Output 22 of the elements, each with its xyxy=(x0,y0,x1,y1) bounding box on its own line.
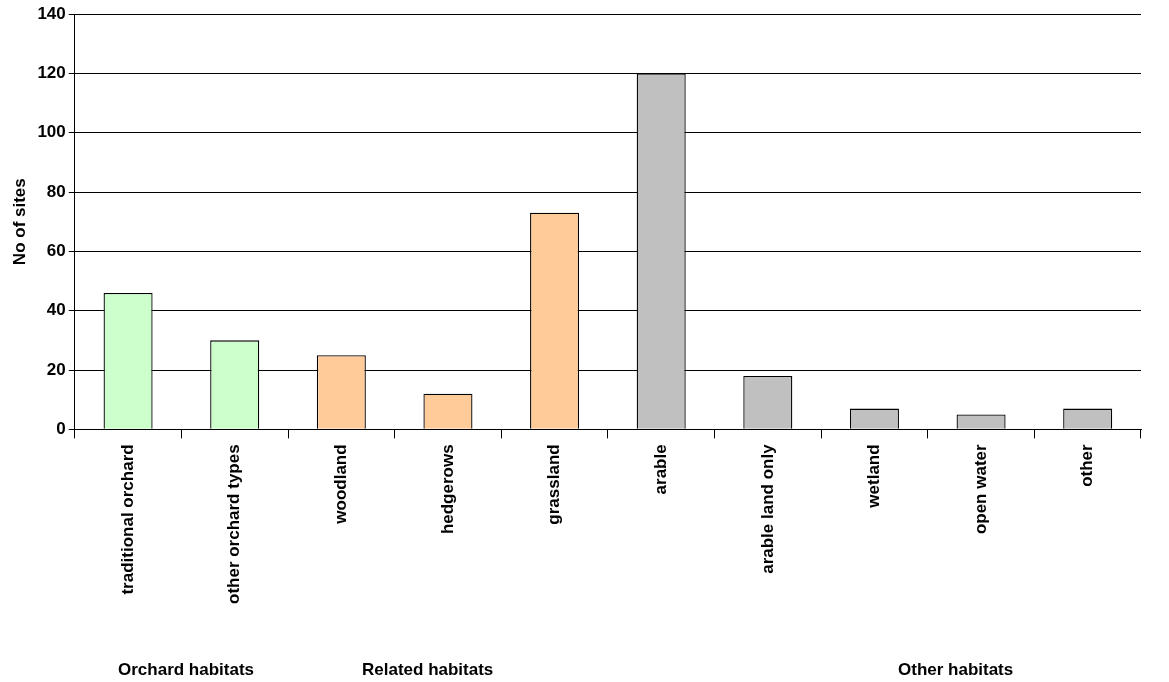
x-tick-label: other orchard types xyxy=(224,444,244,605)
y-tick-label: 120 xyxy=(37,63,66,83)
y-tick-label: 40 xyxy=(46,300,66,320)
x-tick-label: traditional orchard xyxy=(117,444,137,595)
x-tick-label: other xyxy=(1077,443,1097,487)
y-tick-label: 0 xyxy=(56,419,66,439)
x-tick-label: open water xyxy=(970,443,990,535)
x-tick-label: grassland xyxy=(544,444,564,525)
x-tick-label: arable land only xyxy=(757,443,777,574)
y-axis-title: No of sites xyxy=(9,178,29,266)
x-tick-label: woodland xyxy=(331,444,351,525)
y-tick-label: 20 xyxy=(46,359,66,379)
text: Related habitats xyxy=(362,659,494,679)
y-tick-label: 80 xyxy=(46,181,66,201)
y-tick-label: 100 xyxy=(37,122,66,142)
x-tick-label: arable xyxy=(650,444,670,495)
x-tick-label: hedgerows xyxy=(437,444,457,535)
text: Other habitats xyxy=(898,659,1014,679)
x-tick-label: wetland xyxy=(864,444,884,509)
y-tick-label: 140 xyxy=(37,3,66,23)
text: Orchard habitats xyxy=(118,659,255,679)
y-tick-label: 60 xyxy=(46,241,66,261)
